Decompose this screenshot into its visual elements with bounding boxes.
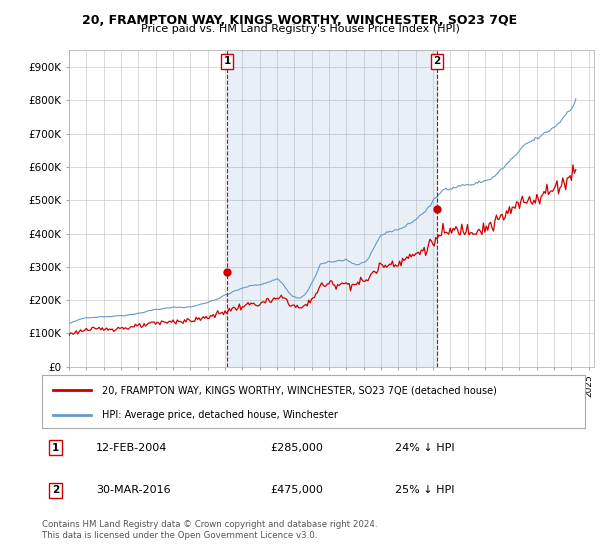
Text: 1: 1 [52,443,59,453]
Text: 25% ↓ HPI: 25% ↓ HPI [395,485,454,495]
Text: Contains HM Land Registry data © Crown copyright and database right 2024.: Contains HM Land Registry data © Crown c… [42,520,377,529]
Text: 20, FRAMPTON WAY, KINGS WORTHY, WINCHESTER, SO23 7QE: 20, FRAMPTON WAY, KINGS WORTHY, WINCHEST… [82,14,518,27]
Text: £475,000: £475,000 [270,485,323,495]
Bar [227,50,437,367]
Text: 20, FRAMPTON WAY, KINGS WORTHY, WINCHESTER, SO23 7QE (detached house): 20, FRAMPTON WAY, KINGS WORTHY, WINCHEST… [102,385,497,395]
Text: £285,000: £285,000 [270,443,323,453]
Text: 24% ↓ HPI: 24% ↓ HPI [395,443,455,453]
Text: 12-FEB-2004: 12-FEB-2004 [97,443,167,453]
Text: HPI: Average price, detached house, Winchester: HPI: Average price, detached house, Winc… [102,410,338,420]
Text: 1: 1 [223,57,230,67]
Text: 30-MAR-2016: 30-MAR-2016 [97,485,171,495]
Text: 2: 2 [52,485,59,495]
Text: Price paid vs. HM Land Registry's House Price Index (HPI): Price paid vs. HM Land Registry's House … [140,24,460,34]
Text: 2: 2 [434,57,441,67]
Text: This data is licensed under the Open Government Licence v3.0.: This data is licensed under the Open Gov… [42,531,317,540]
